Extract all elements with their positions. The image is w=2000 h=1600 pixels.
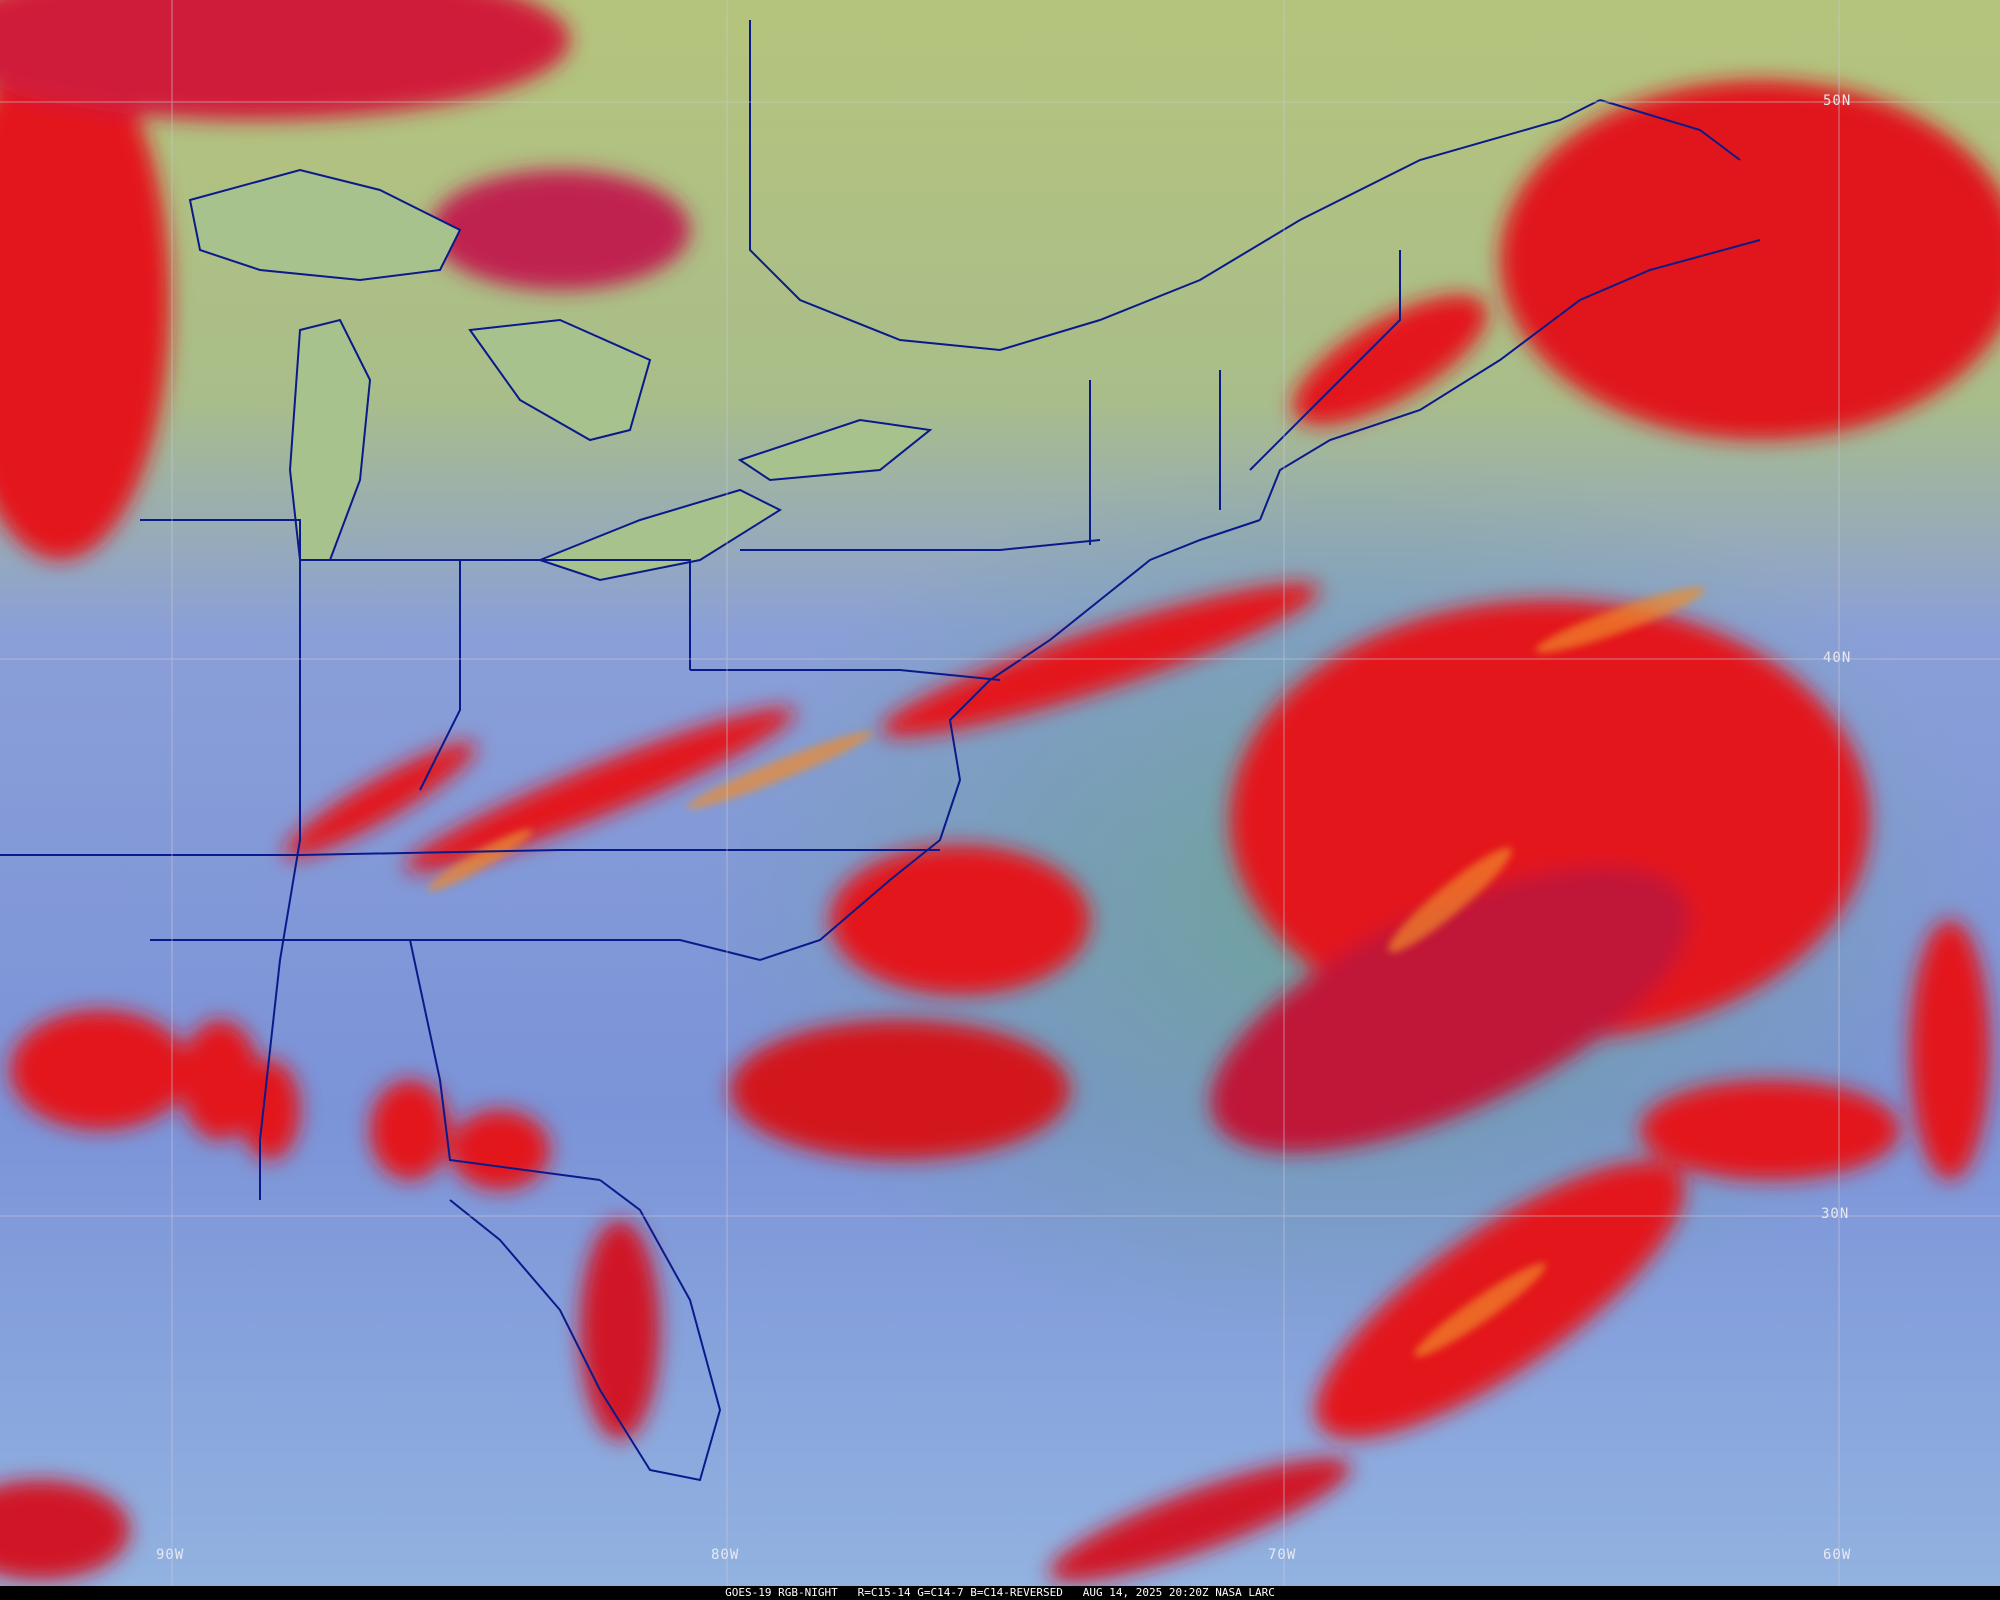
political-boundaries xyxy=(0,20,1761,1482)
latitude-label-50n: 50N xyxy=(1823,93,1852,109)
caption-bar: GOES-19 RGB-NIGHT R=C15-14 G=C14-7 B=C14… xyxy=(0,1586,2000,1600)
longitude-label-60w: 60W xyxy=(1823,1547,1852,1563)
cloud-highlights xyxy=(427,587,1705,1357)
image-caption: GOES-19 RGB-NIGHT R=C15-14 G=C14-7 B=C14… xyxy=(725,1586,1275,1599)
latitude-label-30n: 30N xyxy=(1821,1206,1850,1222)
lakes xyxy=(188,168,933,582)
longitude-label-90w: 90W xyxy=(156,1547,185,1563)
longitude-label-70w: 70W xyxy=(1268,1547,1297,1563)
latitude-label-40n: 40N xyxy=(1823,650,1852,666)
longitude-label-80w: 80W xyxy=(711,1547,740,1563)
